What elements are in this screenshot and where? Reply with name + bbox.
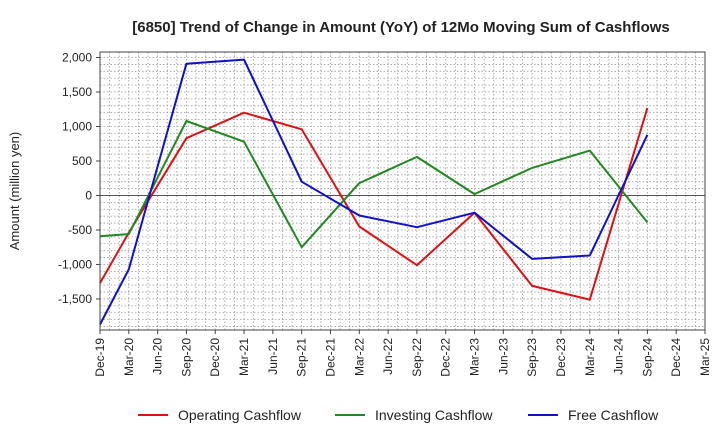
- series-line-investing-cashflow: [99, 120, 649, 249]
- x-tick-label: Mar-20: [122, 338, 136, 376]
- x-tick-label: Mar-25: [698, 338, 712, 376]
- x-tick-label: Dec-21: [323, 338, 337, 377]
- y-tick-label: -500: [68, 223, 92, 237]
- legend-label: Investing Cashflow: [375, 407, 493, 423]
- x-tick-label: Dec-20: [208, 338, 222, 377]
- x-tick-label: Mar-23: [468, 338, 482, 376]
- x-tick-label: Sep-22: [410, 338, 424, 377]
- x-tick-label: Dec-23: [554, 338, 568, 377]
- y-tick-labels: 2,000 1,500 1,000 500 0 -500 -1,000 -1,500: [58, 51, 100, 306]
- y-tick-label: 500: [72, 154, 92, 168]
- x-tick-label: Jun-21: [266, 338, 280, 375]
- x-tick-label: Dec-22: [439, 338, 453, 377]
- x-tick-label: Sep-24: [640, 338, 654, 377]
- x-tick-label: Jun-23: [496, 338, 510, 375]
- x-tick-label: Jun-22: [381, 338, 395, 375]
- legend: Operating Cashflow Investing Cashflow Free…: [138, 407, 659, 423]
- legend-label: Free Cashflow: [568, 407, 659, 423]
- x-tick-label: Dec-19: [93, 338, 107, 377]
- x-tick-label: Sep-20: [179, 338, 193, 377]
- y-tick-label: -1,500: [58, 292, 92, 306]
- plot-frame: [99, 51, 706, 331]
- x-tick-label: Jun-20: [151, 338, 165, 375]
- series-line-free-cashflow: [99, 58, 649, 325]
- x-tick-label: Sep-21: [295, 338, 309, 377]
- y-tick-label: 1,000: [62, 120, 92, 134]
- series-line-operating-cashflow: [99, 107, 649, 301]
- x-tick-labels: Dec-19 Mar-20 Jun-20 Sep-20 Dec-20 Mar-21 Jun-…: [93, 330, 712, 377]
- y-tick-label: 0: [85, 188, 92, 202]
- y-axis-label: Amount (million yen): [7, 132, 22, 251]
- y-tick-label: 2,000: [62, 51, 92, 65]
- x-tick-label: Mar-21: [237, 338, 251, 376]
- legend-label: Operating Cashflow: [178, 407, 302, 423]
- x-tick-label: Mar-22: [352, 338, 366, 376]
- x-tick-label: Mar-24: [583, 338, 597, 376]
- x-tick-label: Jun-24: [612, 338, 626, 375]
- x-tick-label: Dec-24: [669, 338, 683, 377]
- y-tick-label: 1,500: [62, 85, 92, 99]
- chart-title: [6850] Trend of Change in Amount (YoY) o…: [132, 19, 670, 36]
- y-tick-label: -1,000: [58, 257, 92, 271]
- x-tick-label: Sep-23: [525, 338, 539, 377]
- series-lines: [99, 58, 649, 325]
- gridlines: [99, 52, 706, 330]
